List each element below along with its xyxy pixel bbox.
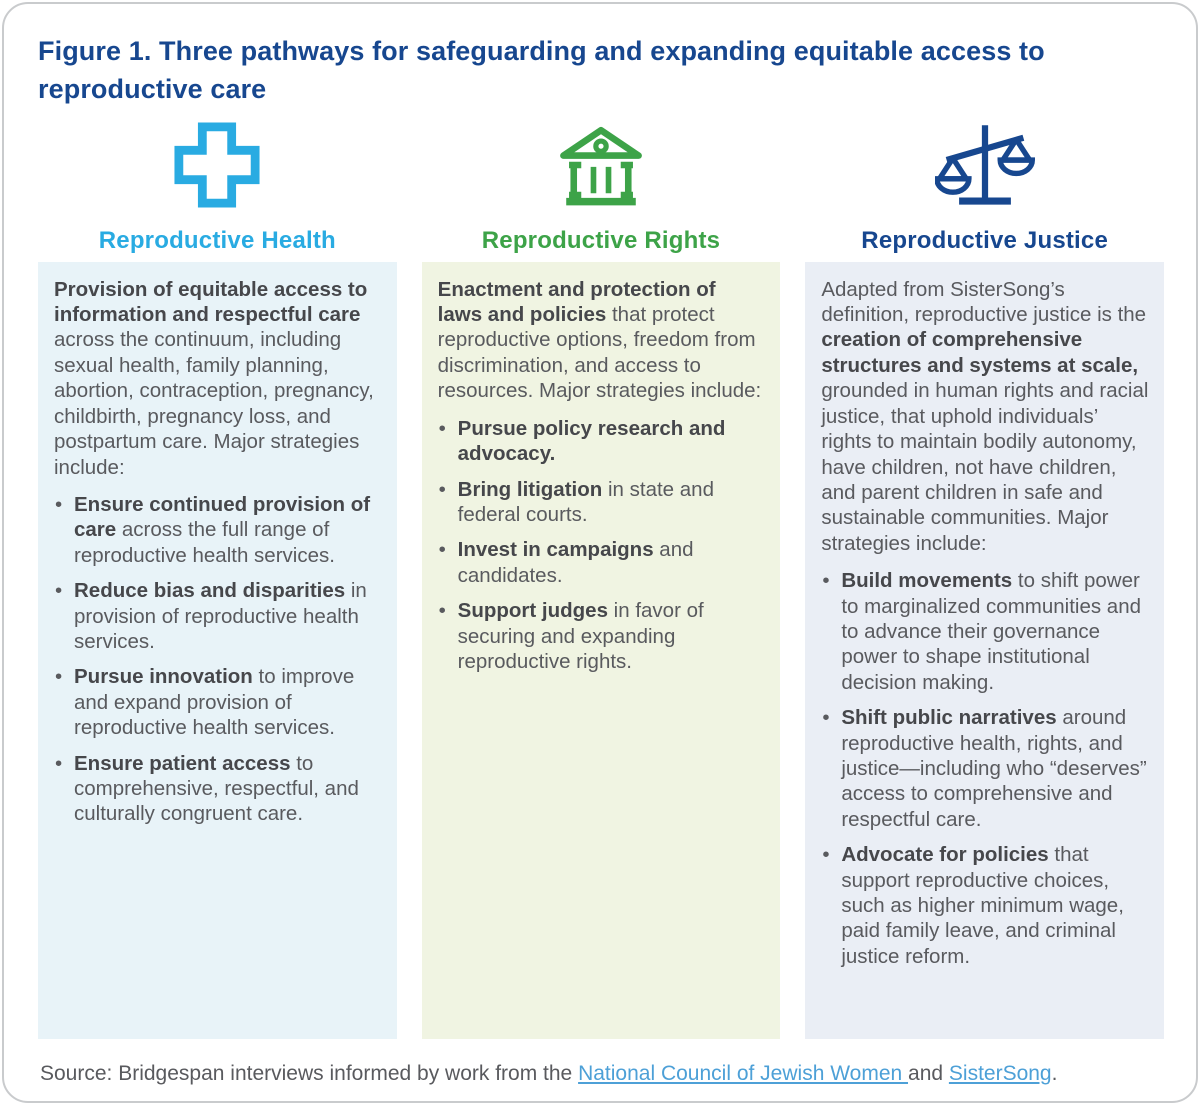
text-bold-segment: Reduce bias and disparities [74, 579, 346, 603]
strategy-bullet: • Shift public narratives around reproduc… [821, 705, 1149, 832]
pathway-box-justice: Adapted from SisterSong’s definition, re… [805, 261, 1164, 1039]
bullet-text: Pursue policy research and advocacy. [458, 416, 766, 467]
strategy-bullet: • Ensure continued provision of care acro… [54, 492, 382, 568]
bullet-text: Bring litigation in state and federal co… [458, 477, 766, 528]
bullet-text: Ensure continued provision of care acros… [74, 492, 382, 568]
pathway-heading-rights: Reproductive Rights [481, 226, 721, 254]
bullet-marker: • [55, 579, 63, 603]
pathway-icon-row [38, 114, 397, 216]
text-bold-segment: Ensure continued provision of care [74, 492, 371, 542]
bullet-marker: • [822, 843, 830, 867]
text-segment: across the continuum, including sexual h… [54, 328, 374, 479]
pathway-icon-row [805, 114, 1164, 216]
text-bold-segment: Bring litigation [457, 477, 603, 501]
pathway-column-justice: Reproductive Justice Adapted from Sister… [805, 114, 1164, 1039]
strategy-bullet: • Build movements to shift power to margi… [821, 568, 1149, 695]
figure-title: Figure 1. Three pathways for safeguardin… [38, 36, 1045, 105]
scales-of-justice-icon [934, 117, 1035, 212]
text-bold-segment: Ensure patient access [74, 751, 291, 775]
source-link-sistersong[interactable]: SisterSong [948, 1061, 1052, 1085]
source-text-segment: . [1051, 1061, 1058, 1085]
text-segment: to improve and expand provision of repro… [74, 665, 355, 740]
pathway-box-health: Provision of equitable access to informa… [38, 261, 397, 1039]
strategy-bullet: • Reduce bias and disparities in provisio… [54, 578, 382, 654]
text-bold-segment: Advocate for policies [841, 843, 1049, 867]
bullet-text: Shift public narratives around reproduct… [841, 705, 1149, 832]
text-segment: around reproductive health, rights, and … [841, 706, 1147, 831]
courthouse-icon [553, 118, 649, 212]
text-bold-segment: creation of comprehensive structures and… [821, 328, 1139, 377]
text-bold-segment: Provision of equitable access to informa… [54, 277, 368, 327]
text-segment: in state and federal courts. [457, 477, 714, 526]
text-segment: to shift power to marginalized communiti… [841, 569, 1142, 694]
text-segment: in favor of securing and expanding repro… [457, 599, 704, 673]
strategy-bullet: • Advocate for policies that support repr… [821, 842, 1149, 969]
source-line: Source: Bridgespan interviews informed b… [40, 1060, 1164, 1087]
medical-cross-icon [173, 121, 261, 209]
bullet-text: Advocate for policies that support repro… [841, 842, 1149, 969]
text-segment: Adapted from SisterSong’s definition, re… [821, 277, 1147, 327]
pathway-column-health: Reproductive Health Provision of equitab… [38, 114, 397, 1039]
bullet-marker: • [55, 751, 63, 775]
bullet-marker: • [55, 492, 63, 516]
text-segment: that protect reproductive options, freed… [437, 303, 762, 403]
pathway-column-rights: Reproductive Rights Enactment and protec… [421, 114, 781, 1039]
text-segment: that support reproductive choices, such … [841, 843, 1124, 968]
bullet-text: Ensure patient access to comprehensive, … [74, 751, 382, 827]
bullet-marker: • [55, 665, 63, 689]
strategy-bullet: • Pursue policy research and advocacy. [438, 416, 766, 467]
strategy-bullet: • Bring litigation in state and federal c… [438, 477, 766, 528]
bullet-marker: • [822, 706, 830, 730]
pathway-box-rights: Enactment and protection of laws and pol… [421, 261, 781, 1039]
pathway-heading-health: Reproductive Health [98, 226, 336, 254]
pathway-bullets: • Build movements to shift power to margi… [821, 568, 1149, 969]
pathway-intro: Provision of equitable access to informa… [54, 277, 382, 480]
pathway-icon-row [422, 114, 781, 216]
bullet-marker: • [438, 599, 446, 623]
text-segment: in provision of reproductive health serv… [74, 579, 367, 653]
strategy-bullet: • Ensure patient access to comprehensive,… [54, 751, 382, 827]
bullet-marker: • [438, 538, 446, 562]
text-bold-segment: Support judges [457, 599, 608, 623]
source-text-segment: Source: Bridgespan interviews informed b… [40, 1061, 579, 1085]
strategy-bullet: • Pursue innovation to improve and expand… [54, 664, 382, 740]
pathway-intro: Enactment and protection of laws and pol… [438, 277, 766, 404]
bullet-text: Pursue innovation to improve and expand … [74, 664, 382, 740]
bullet-marker: • [438, 416, 446, 440]
source-link-ncjw[interactable]: National Council of Jewish Women [578, 1061, 909, 1085]
text-segment: across the full range of reproductive he… [74, 518, 335, 567]
strategy-bullet: • Support judges in favor of securing and… [438, 598, 766, 674]
bullet-text: Reduce bias and disparities in provision… [74, 578, 382, 654]
pathway-heading-justice: Reproductive Justice [861, 226, 1109, 254]
text-bold-segment: Build movements [841, 569, 1013, 593]
bullet-text: Build movements to shift power to margin… [841, 568, 1149, 695]
bullet-marker: • [438, 477, 446, 501]
text-bold-segment: Pursue policy research and advocacy. [457, 416, 726, 466]
text-segment: and candidates. [457, 538, 694, 587]
text-bold-segment: Enactment and protection of laws and pol… [437, 277, 716, 327]
bullet-marker: • [822, 569, 830, 593]
text-bold-segment: Invest in campaigns [457, 538, 654, 562]
pathway-bullets: • Pursue policy research and advocacy. • Br… [438, 416, 766, 675]
source-text-segment: and [908, 1061, 949, 1085]
text-bold-segment: Pursue innovation [74, 665, 253, 689]
bullet-text: Invest in campaigns and candidates. [458, 537, 766, 588]
text-segment: grounded in human rights and racial just… [821, 379, 1149, 555]
pathway-intro: Adapted from SisterSong’s definition, re… [821, 277, 1149, 556]
text-segment: to comprehensive, respectful, and cultur… [74, 751, 359, 826]
pathway-columns: Reproductive Health Provision of equitab… [38, 114, 1164, 1039]
pathway-bullets: • Ensure continued provision of care acro… [54, 492, 382, 827]
strategy-bullet: • Invest in campaigns and candidates. [438, 537, 766, 588]
bullet-text: Support judges in favor of securing and … [458, 598, 766, 674]
text-bold-segment: Shift public narratives [841, 706, 1057, 730]
